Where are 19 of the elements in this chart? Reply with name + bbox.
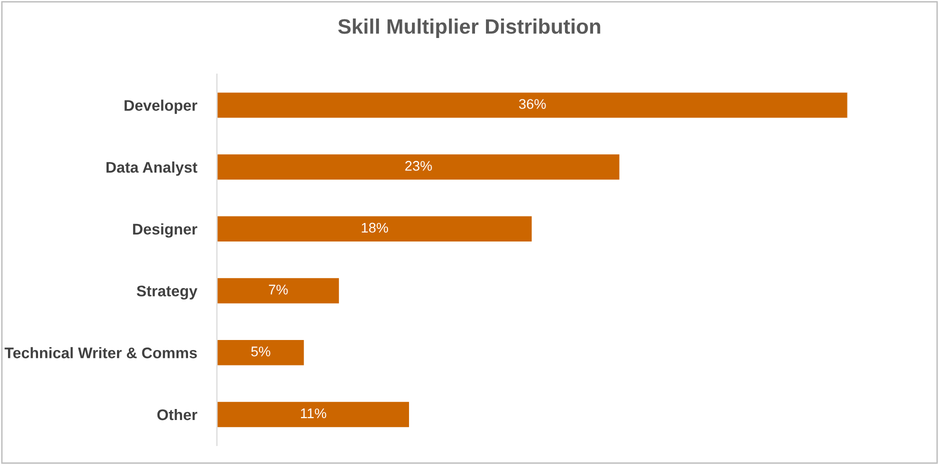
data-label: 36%	[519, 99, 546, 109]
bar	[216, 400, 410, 429]
y-tick-label: Strategy	[136, 286, 198, 300]
y-tick-label: Developer	[124, 100, 198, 114]
data-label: 7%	[268, 284, 288, 294]
data-label: 18%	[362, 222, 388, 233]
y-tick-label: Technical Writer & Comms	[4, 347, 197, 358]
y-tick-label: Other	[157, 408, 198, 420]
y-tick-label: Designer	[133, 223, 198, 238]
chart-title: Skill Multiplier Distribution	[338, 18, 600, 38]
y-tick-label: Data Analyst	[106, 162, 198, 176]
data-label: 5%	[251, 346, 270, 356]
bar	[216, 91, 848, 120]
data-label: 11%	[300, 408, 326, 418]
data-label: 23%	[405, 160, 432, 171]
bar	[216, 153, 621, 182]
bar	[216, 338, 306, 367]
bar	[216, 214, 534, 243]
bar	[216, 276, 340, 305]
